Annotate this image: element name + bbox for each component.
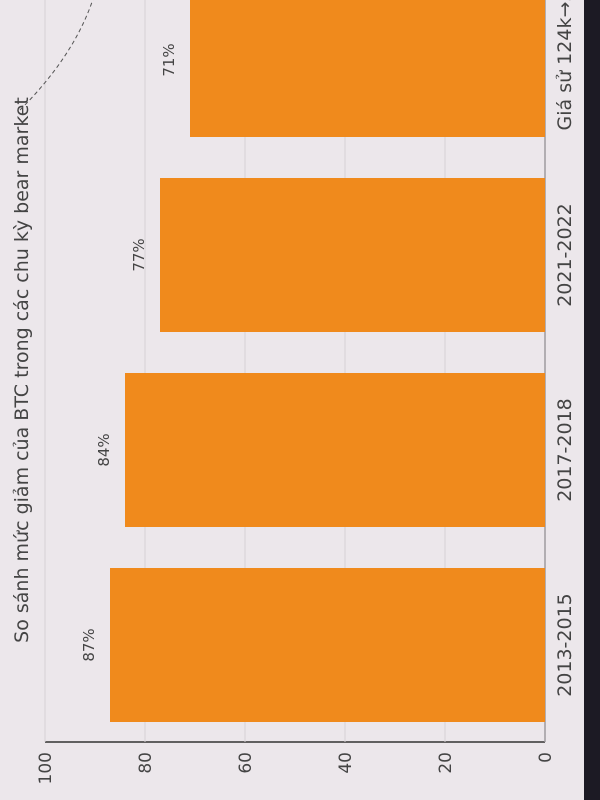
- category-label: 2017-2018: [554, 398, 576, 502]
- data-label: 77%: [130, 238, 148, 271]
- dashed-curve: [19, 0, 104, 111]
- screen-edge: [584, 0, 600, 800]
- y-tick-label: 0: [536, 752, 556, 763]
- data-label: 84%: [95, 433, 113, 466]
- category-label: 2013-2015: [554, 593, 576, 697]
- y-tick-label: 80: [136, 752, 156, 774]
- category-label: Giá sử 124k→3: [554, 0, 576, 130]
- data-label: 87%: [80, 628, 98, 661]
- category-label: 2021-2022: [554, 203, 576, 307]
- bar: [110, 568, 545, 722]
- y-tick-label: 100: [36, 752, 56, 784]
- bar: [160, 178, 545, 332]
- y-tick-label: 40: [336, 752, 356, 774]
- bar: [125, 373, 545, 527]
- bar: [190, 0, 545, 137]
- data-label: 71%: [160, 43, 178, 76]
- chart-title: So sánh mức giảm của BTC trong các chu k…: [11, 97, 33, 643]
- y-tick-label: 60: [236, 752, 256, 774]
- y-tick-label: 20: [436, 752, 456, 774]
